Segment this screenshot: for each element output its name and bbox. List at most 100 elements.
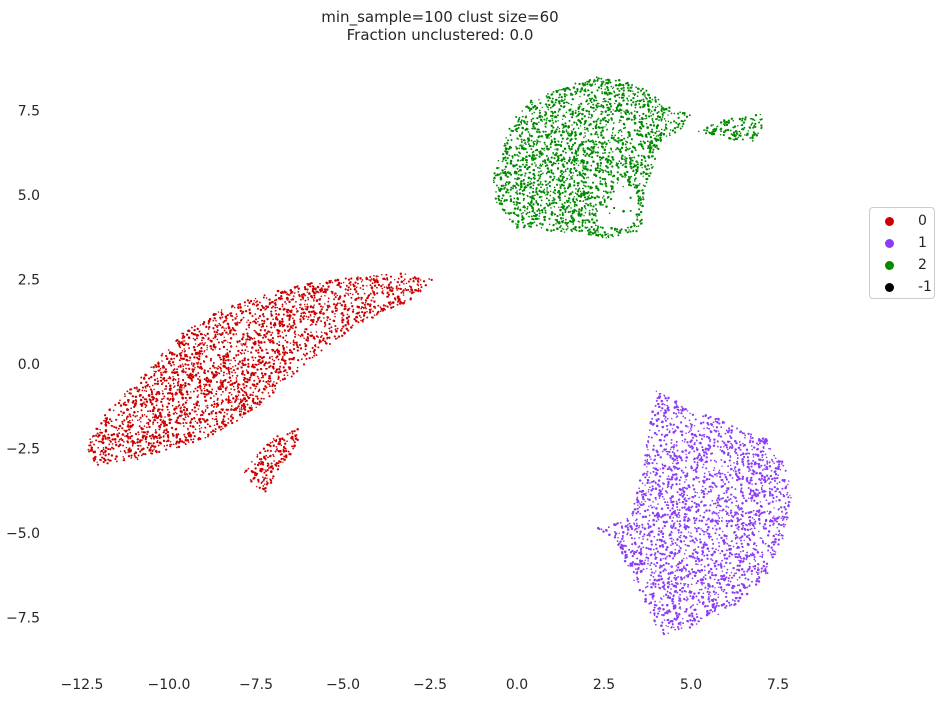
data-point	[126, 409, 129, 412]
data-point	[209, 367, 211, 370]
data-point	[212, 348, 214, 351]
data-point	[691, 505, 694, 508]
data-point	[184, 381, 187, 385]
data-point	[362, 307, 365, 309]
data-point	[199, 413, 203, 417]
data-point	[258, 323, 261, 327]
data-point	[269, 380, 272, 383]
data-point	[428, 278, 431, 280]
data-point	[267, 443, 270, 446]
data-point	[680, 627, 683, 629]
data-point	[206, 348, 208, 351]
data-point	[745, 592, 749, 596]
data-point	[259, 468, 261, 470]
data-point	[193, 348, 197, 352]
data-point	[218, 333, 221, 335]
data-point	[203, 334, 206, 336]
data-point	[325, 281, 328, 284]
data-point	[276, 342, 279, 345]
data-point	[673, 467, 676, 470]
data-point	[182, 357, 186, 361]
data-point	[151, 395, 155, 399]
data-point	[242, 316, 245, 319]
data-point	[362, 288, 365, 291]
data-point	[284, 291, 287, 294]
data-point	[167, 439, 170, 442]
data-point	[384, 309, 386, 311]
data-point	[238, 303, 242, 306]
data-point	[657, 479, 661, 482]
data-point	[659, 456, 662, 459]
data-point	[293, 348, 296, 350]
data-point	[676, 459, 679, 462]
data-point	[192, 368, 196, 371]
data-point	[779, 469, 782, 471]
data-point	[192, 364, 195, 367]
data-point	[183, 340, 186, 342]
data-point	[220, 428, 223, 431]
data-point	[152, 442, 155, 445]
data-point	[247, 358, 250, 361]
data-point	[321, 339, 325, 342]
data-point	[117, 427, 120, 430]
data-point	[695, 613, 698, 616]
data-point	[108, 422, 110, 425]
data-point	[199, 365, 203, 369]
data-point	[220, 363, 222, 365]
data-point	[683, 408, 686, 411]
data-point	[312, 298, 315, 300]
data-point	[327, 300, 330, 303]
data-point	[250, 405, 253, 407]
data-point	[198, 424, 201, 427]
data-point	[322, 337, 325, 340]
data-point	[131, 423, 135, 427]
data-point	[748, 554, 751, 558]
data-point	[156, 377, 159, 380]
data-point	[126, 404, 128, 406]
data-point	[126, 418, 128, 420]
data-point	[328, 327, 331, 330]
data-point	[227, 395, 230, 398]
data-point	[178, 388, 181, 391]
data-point	[156, 421, 159, 424]
data-point	[200, 339, 203, 342]
data-point	[729, 544, 732, 547]
data-point	[635, 512, 638, 515]
data-point	[144, 403, 146, 405]
data-point	[288, 300, 291, 304]
data-point	[231, 371, 233, 374]
data-point	[240, 406, 243, 409]
data-point	[674, 429, 677, 432]
data-point	[114, 443, 118, 447]
data-point	[272, 437, 275, 440]
data-point	[95, 434, 98, 437]
data-point	[122, 455, 124, 458]
data-point	[89, 441, 92, 444]
chart-title: min_sample=100 clust size=60 Fraction un…	[0, 8, 880, 44]
data-point	[114, 403, 117, 406]
data-point	[281, 331, 284, 333]
data-point	[270, 479, 273, 482]
data-point	[273, 326, 276, 328]
data-point	[207, 412, 211, 416]
data-point	[213, 395, 215, 397]
data-point	[387, 293, 391, 296]
data-point	[655, 561, 659, 565]
data-point	[200, 347, 203, 350]
data-point	[270, 334, 273, 336]
data-point	[720, 588, 723, 591]
data-point	[682, 493, 686, 496]
data-point	[207, 370, 210, 373]
data-point	[224, 362, 227, 365]
data-point	[754, 520, 757, 523]
data-point	[161, 366, 165, 369]
data-point	[274, 309, 277, 312]
data-point	[240, 388, 243, 391]
data-point	[337, 283, 340, 287]
data-point	[269, 341, 271, 344]
data-point	[280, 444, 283, 446]
data-point	[274, 294, 277, 297]
data-point	[711, 547, 714, 550]
data-point	[241, 362, 244, 365]
data-point	[161, 392, 164, 395]
